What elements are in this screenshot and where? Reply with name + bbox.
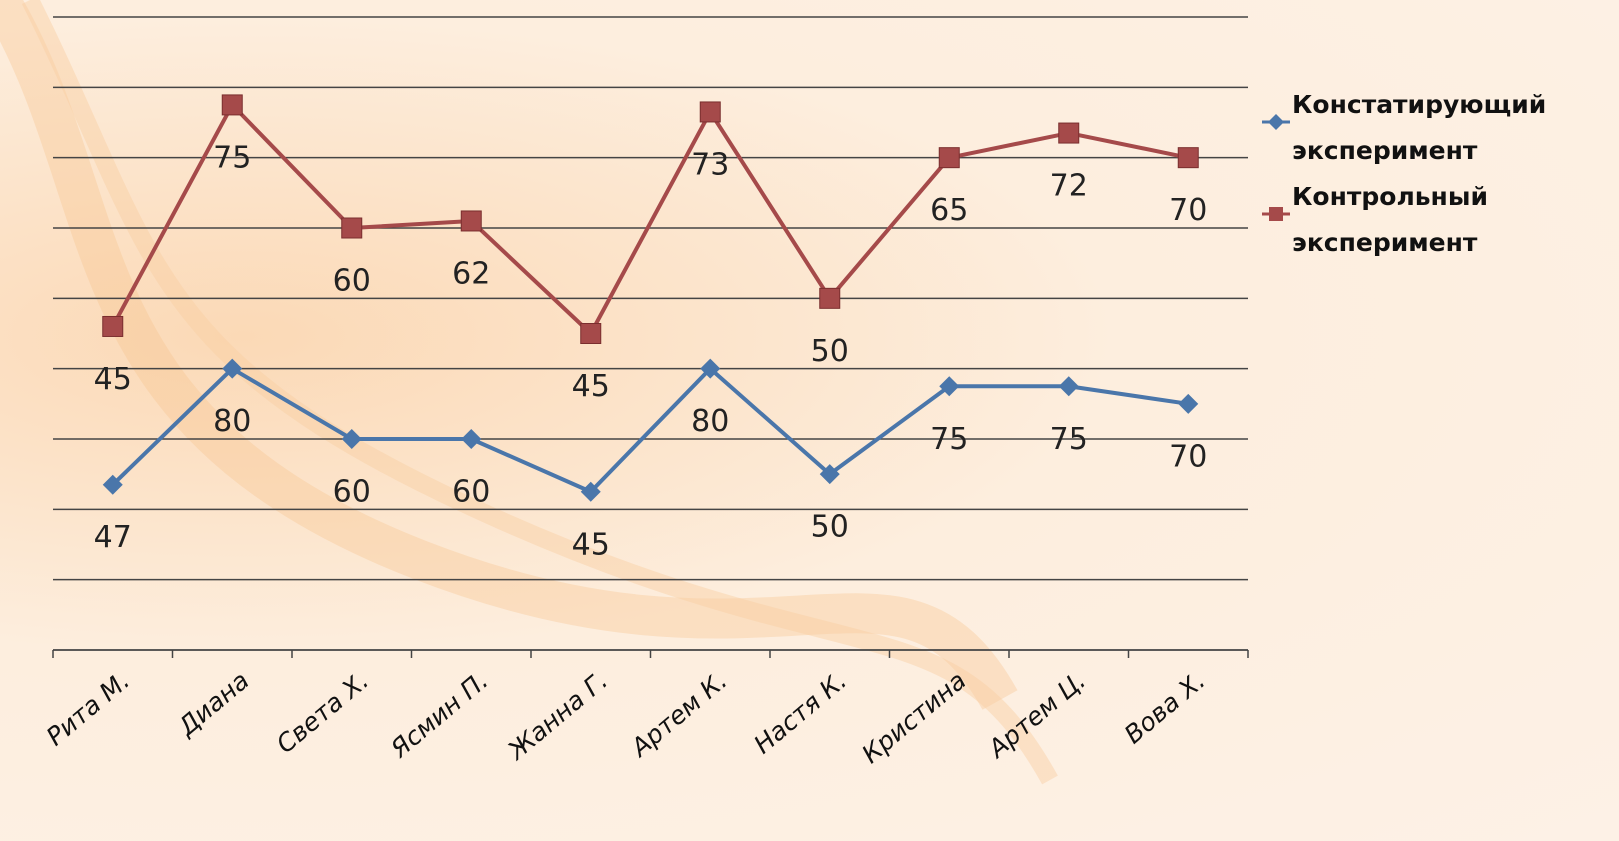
data-point [341, 217, 363, 239]
legend-label: Контрольный эксперимент [1292, 182, 1488, 257]
decor-swirl [0, 0, 1018, 710]
data-label: 75 [213, 140, 251, 175]
x-tick-label: Диана [172, 666, 255, 742]
data-label: 75 [930, 422, 968, 457]
x-tick-label: Ясмин П. [384, 666, 493, 764]
data-label: 45 [572, 369, 610, 404]
data-point [699, 101, 721, 123]
legend-label: Констатирующий эксперимент [1292, 90, 1547, 165]
data-point [460, 210, 482, 232]
data-label: 65 [930, 193, 968, 228]
x-tick-label: Света Х. [271, 666, 374, 759]
x-tick-label: Настя К. [748, 666, 852, 760]
x-tick-label: Вова Х. [1119, 666, 1211, 750]
data-point [580, 481, 601, 502]
data-point [938, 147, 960, 169]
legend-marker [1262, 207, 1290, 221]
data-point [1058, 376, 1079, 397]
data-point [102, 315, 124, 337]
data-point [461, 429, 482, 449]
legend-entry: Контрольный эксперимент [1262, 174, 1592, 266]
data-point [580, 323, 602, 344]
data-point [1058, 122, 1080, 144]
data-label: 73 [691, 147, 729, 182]
data-label: 60 [452, 475, 490, 510]
legend-marker [1262, 114, 1290, 130]
series-line [111, 366, 1189, 494]
data-point [1177, 147, 1199, 169]
data-point [819, 464, 840, 485]
legend-entry: Констатирующий эксперимент [1262, 82, 1592, 174]
data-label: 50 [811, 510, 849, 545]
legend: Констатирующий эксперимент Контрольный эк… [1262, 82, 1592, 266]
data-point [700, 358, 721, 379]
x-tick-label: Артем К. [624, 666, 733, 764]
data-label: 70 [1169, 193, 1207, 228]
data-point [221, 94, 243, 116]
data-label: 80 [691, 404, 729, 439]
data-point [1178, 393, 1199, 414]
data-point [222, 358, 243, 379]
data-label: 60 [333, 264, 371, 299]
data-point [102, 474, 123, 495]
data-point [939, 376, 960, 397]
series-line [110, 102, 1189, 336]
data-label: 45 [94, 362, 132, 397]
data-label: 50 [811, 334, 849, 369]
x-tick-label: Жанна Г. [501, 666, 613, 767]
x-tick-label: Кристина [856, 666, 971, 769]
data-label: 70 [1169, 439, 1207, 474]
data-label: 45 [572, 527, 610, 562]
data-label: 62 [452, 256, 490, 291]
data-label: 72 [1050, 169, 1088, 204]
data-point [819, 287, 841, 309]
data-label: 75 [1050, 422, 1088, 457]
x-tick-label: Рита М. [41, 666, 135, 752]
data-label: 60 [333, 475, 371, 510]
data-label: 47 [94, 520, 132, 555]
decor-swirl [21, 0, 1058, 785]
data-label: 80 [213, 404, 251, 439]
data-point [341, 429, 362, 449]
